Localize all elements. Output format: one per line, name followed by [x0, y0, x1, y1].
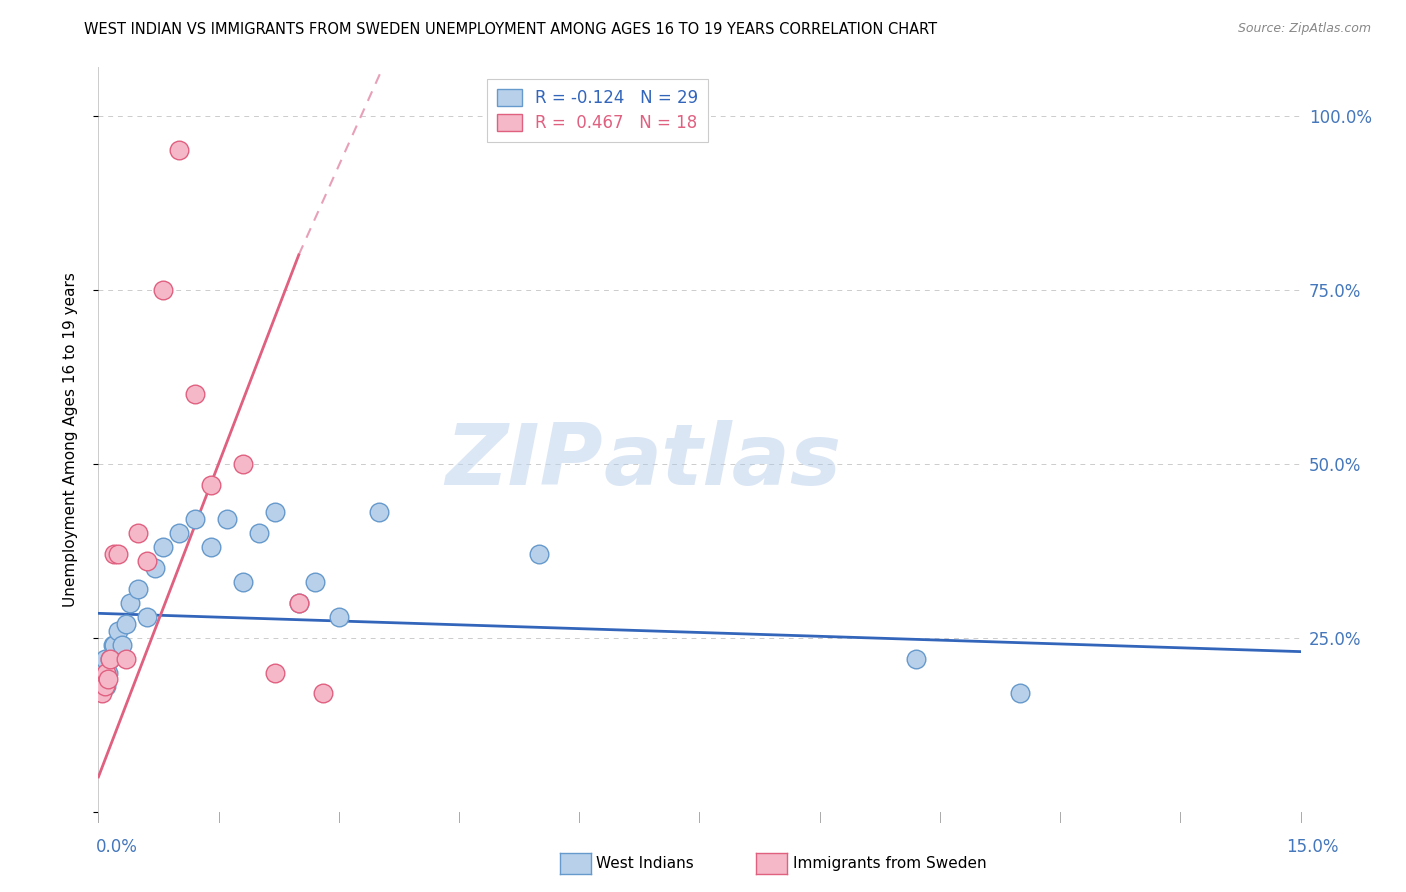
Point: [152, 540, 174, 554]
Point: [91, 686, 114, 700]
Text: 15.0%: 15.0%: [1286, 838, 1339, 856]
Point: [529, 547, 551, 561]
Point: [312, 686, 335, 700]
Point: [135, 554, 157, 568]
Point: [183, 387, 205, 401]
Point: [96, 680, 118, 694]
Point: [128, 526, 150, 541]
Point: [97, 673, 120, 687]
Point: [96, 665, 118, 680]
Point: [247, 526, 270, 541]
Point: [135, 609, 157, 624]
Point: [328, 609, 350, 624]
Text: Source: ZipAtlas.com: Source: ZipAtlas.com: [1237, 22, 1371, 36]
Point: [103, 638, 125, 652]
Point: [368, 505, 391, 519]
Point: [107, 547, 129, 561]
Point: [128, 582, 150, 596]
Point: [200, 540, 222, 554]
Point: [94, 651, 117, 665]
Point: [94, 680, 117, 694]
Text: 0.0%: 0.0%: [96, 838, 138, 856]
Text: atlas: atlas: [603, 420, 841, 503]
Point: [288, 596, 311, 610]
Text: WEST INDIAN VS IMMIGRANTS FROM SWEDEN UNEMPLOYMENT AMONG AGES 16 TO 19 YEARS COR: WEST INDIAN VS IMMIGRANTS FROM SWEDEN UN…: [84, 22, 938, 37]
Point: [232, 457, 254, 471]
Text: Immigrants from Sweden: Immigrants from Sweden: [793, 856, 987, 871]
Point: [167, 526, 190, 541]
Y-axis label: Unemployment Among Ages 16 to 19 years: Unemployment Among Ages 16 to 19 years: [63, 272, 77, 607]
Point: [152, 283, 174, 297]
Point: [115, 616, 138, 631]
Point: [232, 574, 254, 589]
Point: [111, 638, 134, 652]
Legend: R = -0.124   N = 29, R =  0.467   N = 18: R = -0.124 N = 29, R = 0.467 N = 18: [486, 79, 709, 142]
Point: [103, 547, 125, 561]
Point: [304, 574, 326, 589]
Point: [215, 512, 238, 526]
Point: [100, 651, 122, 665]
Point: [1010, 686, 1032, 700]
Point: [183, 512, 205, 526]
Point: [263, 505, 285, 519]
Point: [100, 651, 122, 665]
Point: [904, 651, 927, 665]
Point: [288, 596, 311, 610]
Point: [167, 144, 190, 158]
Text: West Indians: West Indians: [596, 856, 695, 871]
Point: [120, 596, 142, 610]
Text: ZIP: ZIP: [446, 420, 603, 503]
Point: [101, 638, 124, 652]
Point: [263, 665, 285, 680]
Point: [143, 561, 166, 575]
Point: [115, 651, 138, 665]
Point: [91, 665, 114, 680]
Point: [97, 665, 120, 680]
Point: [200, 477, 222, 491]
Point: [107, 624, 129, 638]
